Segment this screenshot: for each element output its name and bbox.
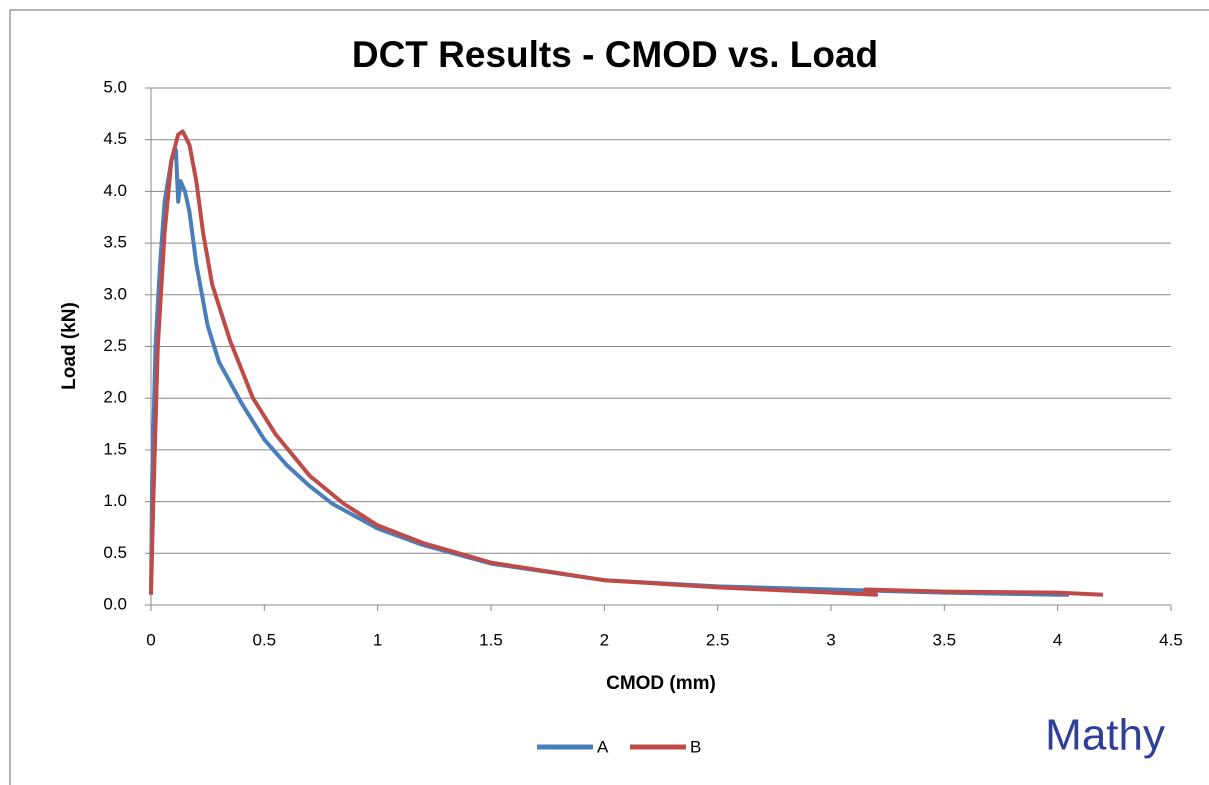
legend-label: A	[597, 737, 609, 756]
y-tick-label: 2.5	[103, 336, 127, 355]
y-tick-label: 5.0	[103, 77, 127, 96]
y-tick-label: 1.5	[103, 439, 127, 458]
legend-label: B	[690, 737, 701, 756]
x-tick-label: 3.5	[933, 630, 957, 649]
y-tick-label: 4.0	[103, 181, 127, 200]
x-tick-label: 1.5	[479, 630, 503, 649]
x-tick-label: 4.5	[1159, 630, 1183, 649]
x-tick-label: 2.5	[706, 630, 730, 649]
x-tick-label: 1	[373, 630, 382, 649]
chart-frame	[9, 9, 1209, 785]
y-tick-label: 3.5	[103, 233, 127, 252]
x-tick-label: 4	[1053, 630, 1062, 649]
y-tick-label: 0.0	[103, 594, 127, 613]
x-tick-label: 0	[146, 630, 155, 649]
data-line	[149, 129, 1104, 597]
y-tick-label: 4.5	[103, 129, 127, 148]
y-tick-label: 0.5	[103, 543, 127, 562]
x-tick-label: 0.5	[253, 630, 277, 649]
x-tick-label: 2	[600, 630, 609, 649]
y-axis-label: Load (kN)	[59, 302, 80, 390]
watermark: Mathy	[1045, 711, 1165, 760]
y-tick-label: 3.0	[103, 284, 127, 303]
chart-title: DCT Results - CMOD vs. Load	[352, 34, 878, 75]
y-tick-label: 1.0	[103, 491, 127, 510]
x-tick-label: 3	[826, 630, 835, 649]
data-line	[149, 148, 1069, 597]
x-axis-label: CMOD (mm)	[606, 673, 716, 694]
y-tick-label: 2.0	[103, 388, 127, 407]
